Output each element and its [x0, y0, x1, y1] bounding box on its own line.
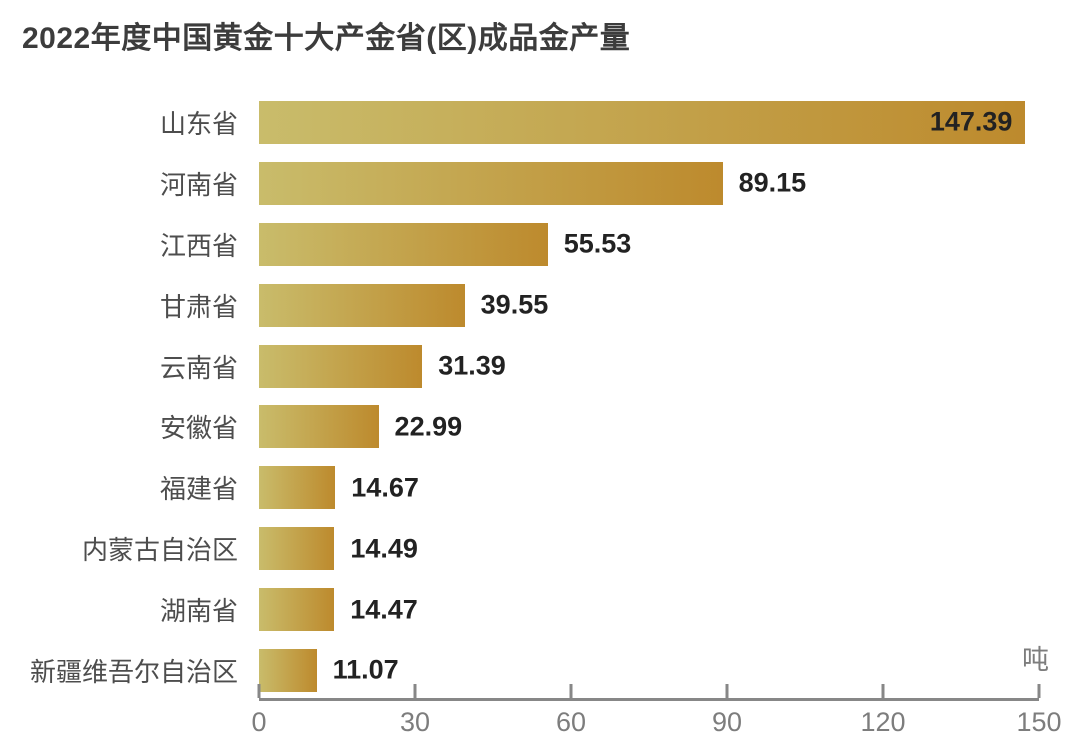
category-label: 安徽省 [159, 413, 238, 444]
bar-track: 55.53 [259, 222, 1039, 266]
category-label: 云南省 [159, 352, 238, 383]
x-axis-tick-label: 30 [399, 707, 431, 737]
bar-track: 11.07 [259, 648, 1039, 692]
value-label: 14.49 [350, 533, 418, 564]
category-label: 湖南省 [159, 596, 238, 627]
bar-track: 147.39 [259, 100, 1039, 144]
category-label: 新疆维吾尔自治区 [29, 656, 238, 687]
category-label: 内蒙古自治区 [81, 535, 238, 566]
x-axis-tick [725, 684, 729, 698]
bar-row: 甘肃省 39.55 [0, 275, 1080, 336]
bar-row: 河南省 89.15 [0, 153, 1080, 214]
x-axis-line: 0 30 60 90 120 150 [251, 684, 1062, 737]
x-axis-tick-label: 60 [555, 707, 587, 737]
value-label: 55.53 [563, 228, 632, 259]
bar: 22.99 [259, 405, 462, 449]
bar-track: 14.47 [259, 588, 1039, 632]
bar-row: 江西省 55.53 [0, 214, 1080, 275]
bar: 14.49 [259, 527, 418, 571]
value-label: 147.39 [929, 106, 1013, 137]
bar-track: 31.39 [259, 344, 1039, 388]
x-axis-tick-label: 0 [251, 707, 267, 737]
x-axis-tick [1037, 684, 1041, 698]
bar-row: 新疆维吾尔自治区 11.07 [0, 640, 1080, 701]
value-label: 14.47 [350, 594, 418, 625]
bar: 14.67 [259, 466, 419, 510]
category-label: 福建省 [159, 474, 238, 505]
bar: 39.55 [259, 283, 548, 327]
bar-row: 内蒙古自治区 14.49 [0, 518, 1080, 579]
bar: 147.39 [259, 100, 1026, 144]
value-label: 31.39 [438, 350, 506, 381]
x-axis-unit-label: 吨 [1022, 645, 1049, 675]
bar-track: 89.15 [259, 161, 1039, 205]
category-label: 河南省 [159, 169, 238, 200]
value-label: 11.07 [332, 654, 399, 685]
x-axis-tick [881, 684, 885, 698]
bar-track: 14.67 [259, 466, 1039, 510]
bar: 31.39 [259, 344, 506, 388]
category-label: 山东省 [159, 108, 238, 139]
bar: 89.15 [259, 161, 806, 205]
chart-title: 2022年度中国黄金十大产金省(区)成品金产量 [22, 22, 631, 55]
bar-row: 湖南省 14.47 [0, 579, 1080, 640]
bar-row: 云南省 31.39 [0, 336, 1080, 397]
category-label: 甘肃省 [159, 291, 238, 322]
bar-row: 山东省 147.39 [0, 92, 1080, 153]
x-axis-tick-label: 90 [711, 707, 743, 737]
x-axis-tick [569, 684, 573, 698]
category-label: 江西省 [159, 230, 238, 261]
x-axis-tick-label: 120 [860, 707, 906, 737]
bar: 55.53 [259, 222, 631, 266]
bar: 11.07 [259, 648, 399, 692]
value-label: 39.55 [480, 289, 549, 320]
x-axis-tick-label: 150 [1016, 707, 1062, 737]
value-label: 14.67 [351, 472, 419, 503]
bar-row: 福建省 14.67 [0, 457, 1080, 518]
x-axis-tick [257, 684, 261, 698]
bar-chart: 山东省 147.39 河南省 89.15 江西省 55.53 甘肃省 39.55 云南省 31.3… [0, 92, 1080, 701]
bar-track: 22.99 [259, 405, 1039, 449]
bar: 14.47 [259, 588, 418, 632]
value-label: 89.15 [738, 167, 807, 198]
value-label: 22.99 [394, 411, 463, 442]
bar-row: 安徽省 22.99 [0, 396, 1080, 457]
x-axis-tick [413, 684, 417, 698]
bar-track: 39.55 [259, 283, 1039, 327]
bar-track: 14.49 [259, 527, 1039, 571]
